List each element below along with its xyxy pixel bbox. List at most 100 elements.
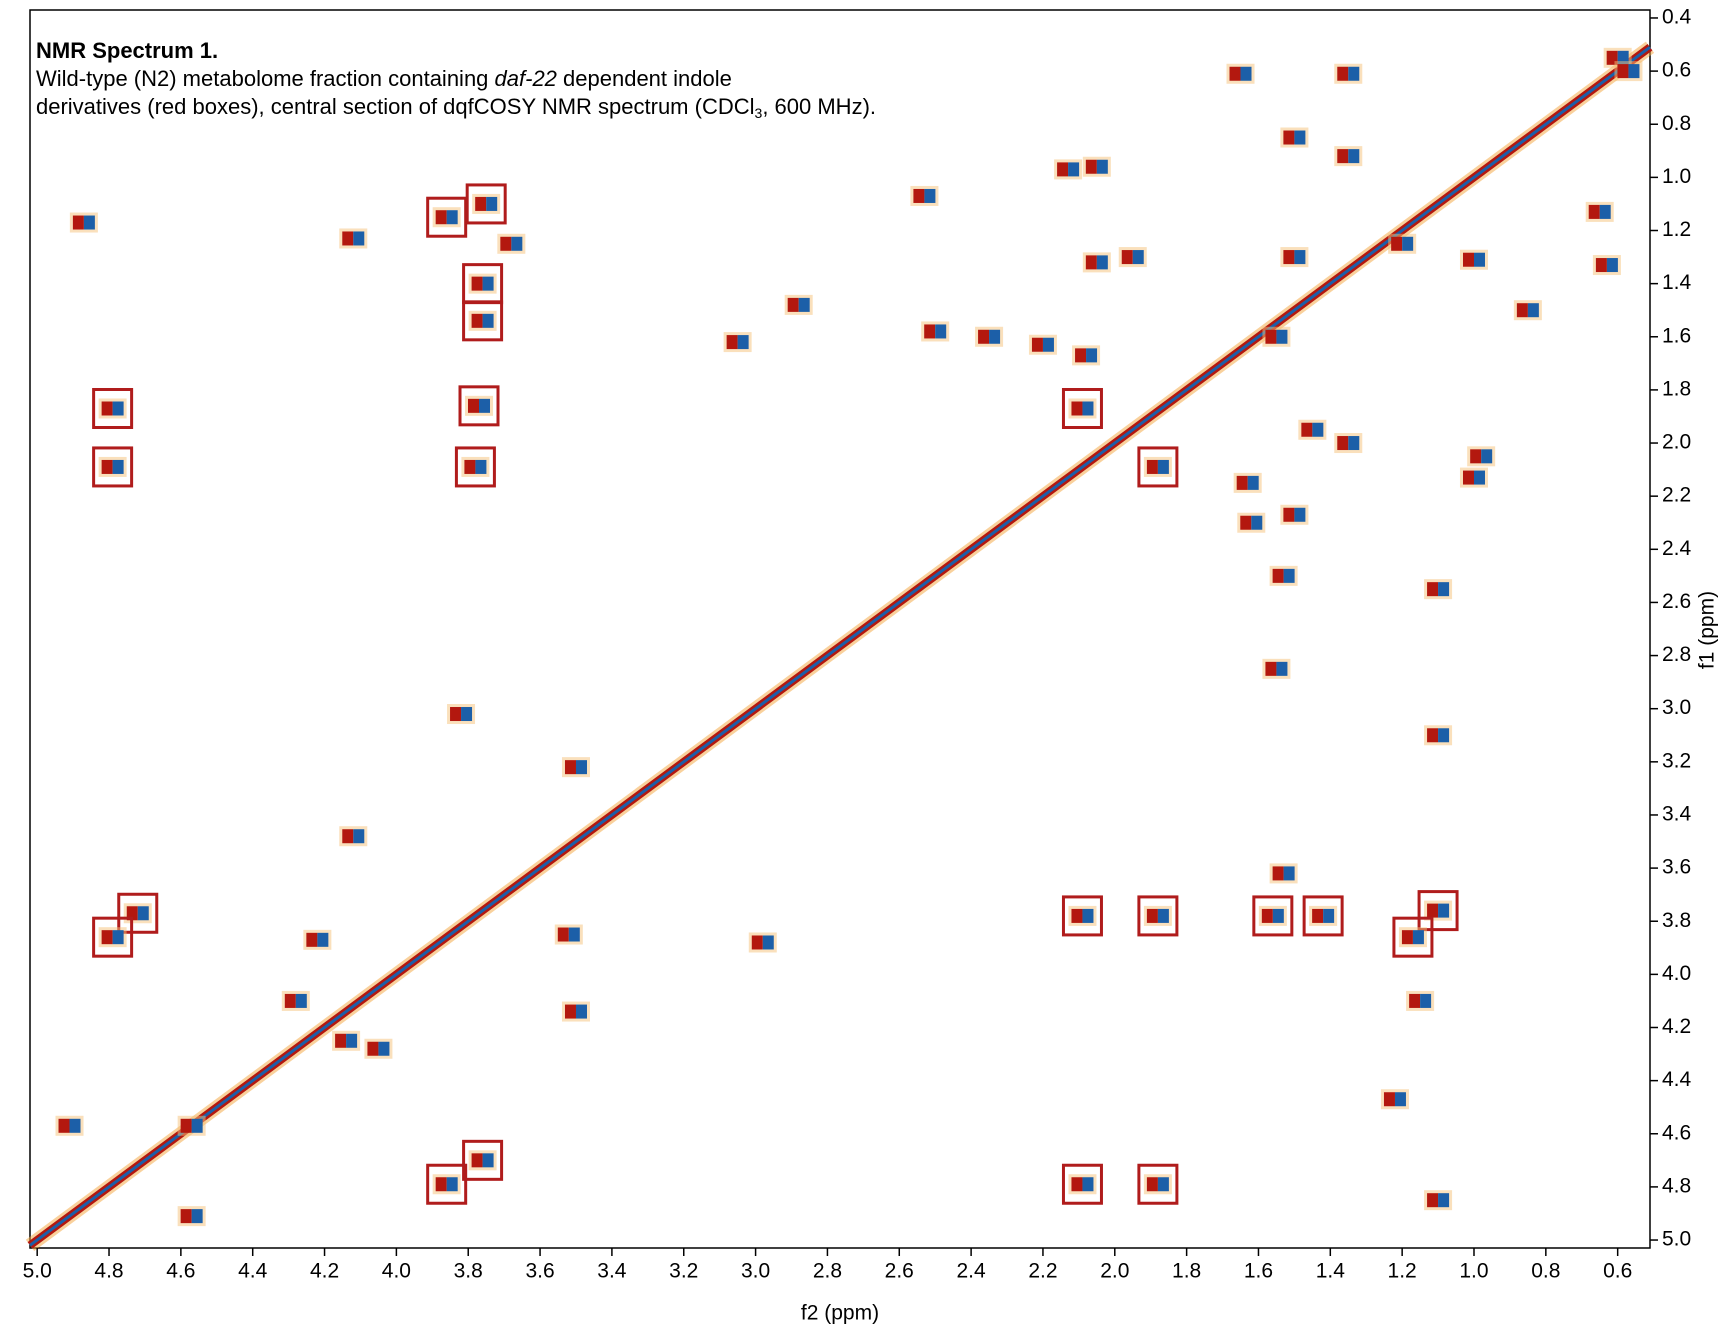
- cross-peak: [1068, 1174, 1097, 1195]
- x-tick-label: 4.6: [166, 1260, 195, 1283]
- highlight-box: [462, 1139, 504, 1181]
- peak-positive: [500, 236, 512, 251]
- peak-positive: [1516, 303, 1528, 318]
- x-tick-label: 4.2: [310, 1260, 339, 1283]
- cross-peak: [1459, 249, 1488, 270]
- peak-positive: [1283, 507, 1295, 522]
- peak-negative: [1283, 866, 1295, 881]
- cross-peak: [177, 1206, 206, 1227]
- peak-negative: [1157, 459, 1169, 474]
- peak-positive: [1617, 64, 1629, 79]
- y-tick-label: 3.4: [1662, 803, 1692, 826]
- cross-peak: [1118, 247, 1147, 268]
- cross-peak: [303, 929, 332, 950]
- peak-negative: [112, 401, 124, 416]
- peak-negative: [1157, 1177, 1169, 1192]
- peak-positive: [1462, 470, 1474, 485]
- peak-positive: [1265, 329, 1277, 344]
- peak-negative: [295, 993, 307, 1008]
- cross-peak: [1054, 159, 1083, 180]
- cross-peak: [1424, 725, 1453, 746]
- peak-negative: [1473, 252, 1485, 267]
- highlight-box: [92, 387, 134, 429]
- y-tick-label: 1.6: [1662, 324, 1691, 347]
- cross-peak: [975, 326, 1004, 347]
- peak-negative: [1086, 348, 1098, 363]
- highlight-box: [92, 446, 134, 488]
- y-tick-label: 1.4: [1662, 271, 1692, 294]
- cross-peak: [123, 903, 152, 924]
- peak-negative: [475, 459, 487, 474]
- highlight-box: [1061, 895, 1103, 937]
- x-tick-label: 2.2: [1028, 1260, 1057, 1283]
- x-tick-label: 3.2: [669, 1260, 698, 1283]
- peak-positive: [1283, 250, 1295, 265]
- highlight-box: [454, 446, 496, 488]
- highlight-box: [462, 300, 504, 342]
- highlight-box: [1392, 916, 1434, 958]
- peak-positive: [101, 401, 113, 416]
- peak-positive: [564, 1004, 576, 1019]
- peak-positive: [1337, 436, 1349, 451]
- cross-peak: [98, 456, 127, 477]
- peak-negative: [1348, 436, 1360, 451]
- peak-positive: [475, 196, 487, 211]
- peak-positive: [1236, 475, 1248, 490]
- cross-peak: [281, 990, 310, 1011]
- cross-peak: [1280, 247, 1309, 268]
- cross-peak: [339, 228, 368, 249]
- cross-peak: [1334, 146, 1363, 167]
- peak-positive: [557, 927, 569, 942]
- peak-positive: [1146, 908, 1158, 923]
- cross-peak: [1614, 61, 1643, 82]
- highlight-box: [426, 1163, 468, 1205]
- peak-negative: [1628, 64, 1640, 79]
- highlight-box: [465, 183, 507, 225]
- peak-positive: [468, 398, 480, 413]
- cross-peak: [1459, 467, 1488, 488]
- cross-peak: [554, 924, 583, 945]
- peak-negative: [1312, 422, 1324, 437]
- peak-negative: [1294, 507, 1306, 522]
- peak-negative: [1247, 475, 1259, 490]
- peak-positive: [751, 935, 763, 950]
- subtitle-part: dependent indole: [557, 66, 732, 91]
- cross-peak: [364, 1038, 393, 1059]
- highlight-box: [117, 892, 159, 934]
- cross-peak: [1334, 63, 1363, 84]
- peak-positive: [1383, 1092, 1395, 1107]
- peak-negative: [1348, 149, 1360, 164]
- x-tick-label: 3.8: [454, 1260, 483, 1283]
- highlight-box: [1061, 387, 1103, 429]
- y-tick-label: 2.6: [1662, 590, 1691, 613]
- cross-peak: [1406, 990, 1435, 1011]
- y-tick-label: 2.4: [1662, 537, 1692, 560]
- highlight-box: [1417, 890, 1459, 932]
- cross-peak: [748, 932, 777, 953]
- peak-negative: [486, 196, 498, 211]
- peak-positive: [1588, 204, 1600, 219]
- peak-negative: [989, 329, 1001, 344]
- peak-negative: [1420, 993, 1432, 1008]
- peak-negative: [1606, 258, 1618, 273]
- peak-positive: [450, 707, 462, 722]
- peak-negative: [1323, 908, 1335, 923]
- peak-positive: [306, 932, 318, 947]
- y-tick-label: 2.8: [1662, 643, 1691, 666]
- y-tick-label: 2.0: [1662, 431, 1691, 454]
- peak-positive: [342, 829, 354, 844]
- cross-peak: [1237, 512, 1266, 533]
- peak-negative: [1294, 250, 1306, 265]
- cross-peak: [98, 398, 127, 419]
- y-tick-label: 3.0: [1662, 696, 1691, 719]
- peak-negative: [1096, 255, 1108, 270]
- cross-peak: [1424, 1190, 1453, 1211]
- y-tick-label: 0.6: [1662, 59, 1691, 82]
- peak-negative: [378, 1041, 390, 1056]
- x-tick-label: 1.6: [1244, 1260, 1273, 1283]
- cross-peak: [784, 294, 813, 315]
- peak-positive: [1075, 348, 1087, 363]
- peak-negative: [568, 927, 580, 942]
- y-tick-label: 4.8: [1662, 1174, 1691, 1197]
- peak-negative: [511, 236, 523, 251]
